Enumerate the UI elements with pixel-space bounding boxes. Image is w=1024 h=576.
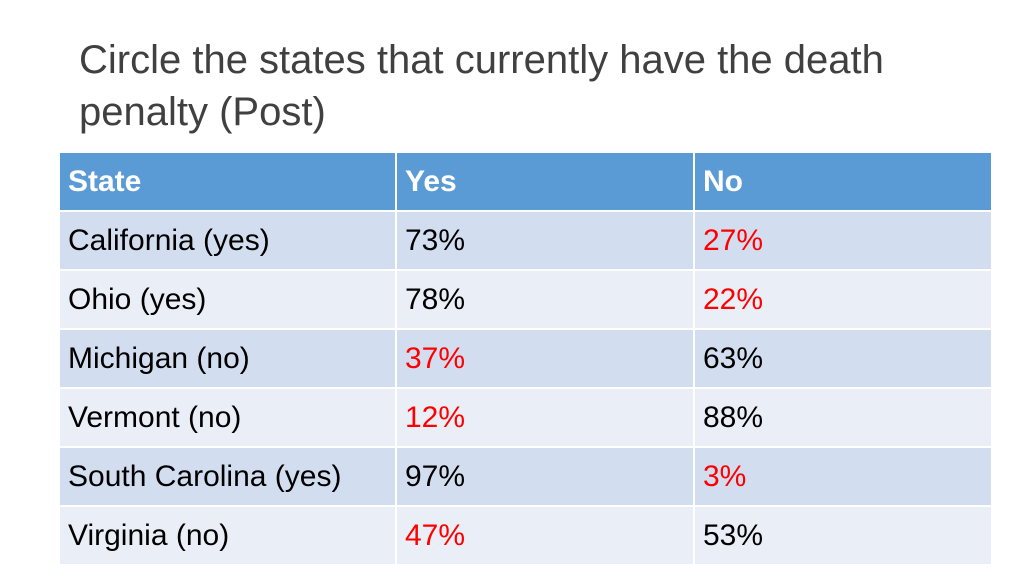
header-no: No	[693, 153, 991, 212]
table-row: California (yes) 73% 27%	[60, 211, 991, 271]
no-cell: 88%	[693, 388, 991, 448]
no-cell: 53%	[693, 506, 991, 566]
no-cell: 22%	[693, 270, 991, 330]
yes-cell: 97%	[395, 447, 694, 507]
state-cell: Michigan (no)	[60, 329, 396, 389]
header-row: State Yes No	[60, 153, 991, 212]
slide-title: Circle the states that currently have th…	[79, 38, 884, 134]
state-cell: South Carolina (yes)	[60, 447, 396, 507]
yes-cell: 37%	[395, 329, 694, 389]
table-row: South Carolina (yes) 97% 3%	[60, 447, 991, 507]
no-cell: 63%	[693, 329, 991, 389]
yes-cell: 73%	[395, 211, 694, 271]
results-table-container: State Yes No California (yes) 73% 27% Oh…	[60, 153, 991, 566]
results-table: State Yes No California (yes) 73% 27% Oh…	[60, 153, 991, 566]
state-cell: Virginia (no)	[60, 506, 396, 566]
table-row: Ohio (yes) 78% 22%	[60, 270, 991, 330]
no-cell: 3%	[693, 447, 991, 507]
yes-cell: 78%	[395, 270, 694, 330]
table-row: Michigan (no) 37% 63%	[60, 329, 991, 389]
state-cell: California (yes)	[60, 211, 396, 271]
table-row: Virginia (no) 47% 53%	[60, 506, 991, 566]
state-cell: Vermont (no)	[60, 388, 396, 448]
yes-cell: 12%	[395, 388, 694, 448]
header-yes: Yes	[395, 153, 694, 212]
state-cell: Ohio (yes)	[60, 270, 396, 330]
yes-cell: 47%	[395, 506, 694, 566]
header-state: State	[60, 153, 396, 212]
table-row: Vermont (no) 12% 88%	[60, 388, 991, 448]
no-cell: 27%	[693, 211, 991, 271]
